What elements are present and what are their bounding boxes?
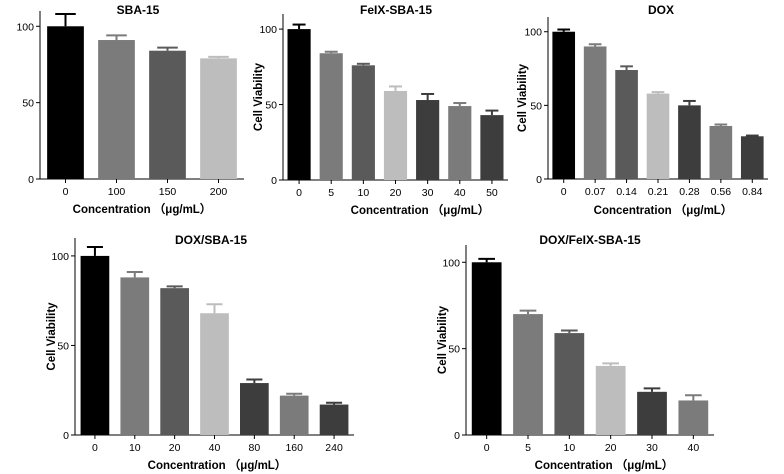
bar: [448, 106, 472, 180]
chart-title: DOX: [648, 3, 674, 17]
x-tick-label: 200: [210, 186, 228, 198]
bar: [149, 50, 186, 179]
chart-panel-5: DOX/FeIX-SBA-15 0 50 100 0 5 10 20 30 40 Concentra…: [437, 233, 714, 472]
x-tick-label: 0.14: [616, 186, 637, 198]
x-tick-label: 20: [390, 187, 402, 199]
y-tick-label: 0: [454, 430, 460, 442]
x-axis-label: Concentration （μg/mL）: [148, 458, 287, 472]
bar: [471, 262, 502, 435]
y-tick-label: 50: [265, 100, 277, 112]
bar: [678, 105, 701, 179]
x-tick-label: 0: [92, 442, 98, 454]
chart-title: SBA-15: [117, 3, 160, 17]
chart-title: DOX/SBA-15: [175, 233, 247, 247]
x-tick-label: 10: [129, 442, 141, 454]
bar: [480, 115, 504, 180]
bar: [279, 395, 309, 435]
chart-panel-2: FeIX-SBA-15 0 50 100 0 5 10 20 30 40 50 Concentrati…: [253, 3, 508, 217]
y-tick-label: 0: [271, 175, 277, 187]
x-tick-label: 5: [328, 187, 334, 199]
chart-title: FeIX-SBA-15: [360, 3, 432, 17]
bar: [351, 65, 375, 180]
bar: [200, 58, 237, 179]
bar: [513, 314, 543, 435]
x-tick-label: 30: [646, 442, 658, 454]
bar: [47, 26, 84, 179]
x-tick-label: 40: [687, 442, 699, 454]
x-tick-label: 40: [209, 442, 221, 454]
y-tick-label: 100: [51, 251, 69, 263]
y-axis-label: Cell Viability: [46, 302, 58, 371]
bar: [319, 53, 343, 181]
bar: [552, 31, 576, 180]
chart-panel-1: SBA-15 0 50 100 0 100 150 200 Concentration （μg/…: [16, 3, 244, 216]
bar: [615, 70, 638, 179]
bar: [416, 100, 440, 180]
x-axis-label: Concentration （μg/mL）: [73, 202, 212, 216]
x-axis-label: Concentration （μg/mL）: [351, 203, 490, 217]
bar: [80, 255, 110, 435]
bar: [200, 313, 229, 435]
y-tick-label: 100: [442, 257, 460, 269]
bar: [637, 391, 667, 435]
y-tick-label: 100: [259, 24, 277, 36]
bar: [678, 400, 709, 435]
x-tick-label: 40: [454, 187, 466, 199]
x-tick-label: 30: [422, 187, 434, 199]
x-tick-label: 160: [285, 442, 303, 454]
x-tick-label: 240: [325, 442, 343, 454]
bar: [554, 333, 585, 435]
bar: [740, 136, 764, 179]
x-tick-label: 0: [484, 442, 490, 454]
y-tick-label: 50: [22, 98, 34, 110]
bar: [287, 29, 311, 180]
y-tick-label: 50: [57, 340, 69, 352]
y-tick-label: 100: [524, 27, 542, 39]
x-tick-label: 150: [159, 186, 177, 198]
x-tick-label: 20: [169, 442, 181, 454]
x-tick-label: 0.84: [742, 186, 763, 198]
bar: [120, 277, 150, 435]
bar: [160, 288, 189, 435]
x-tick-label: 5: [525, 442, 531, 454]
x-tick-label: 0: [296, 187, 302, 199]
y-tick-label: 50: [448, 344, 460, 356]
chart-title: DOX/FeIX-SBA-15: [539, 233, 641, 247]
x-tick-label: 100: [108, 186, 126, 198]
bar: [383, 90, 408, 180]
x-tick-label: 0: [63, 186, 69, 198]
chart-panel-4: DOX/SBA-15 0 50 100 0 10 20 40 80 160 240 Concentra…: [46, 233, 354, 472]
bar: [583, 46, 607, 179]
x-tick-label: 20: [605, 442, 617, 454]
y-axis-label: Cell Viability: [437, 305, 449, 374]
x-tick-label: 0.28: [679, 186, 700, 198]
chart-panel-3: DOX 0 50 100 0 0.07 0.14 0.21 0.28 0.56 0.84 Concen…: [517, 3, 768, 217]
x-axis-label: Concentration （μg/mL）: [594, 203, 733, 217]
bar: [709, 125, 733, 179]
bar: [646, 93, 670, 179]
y-axis-label: Cell Viability: [253, 62, 265, 131]
bar: [240, 383, 269, 435]
y-tick-label: 100: [16, 21, 34, 33]
x-tick-label: 0.56: [711, 186, 732, 198]
bar: [98, 40, 135, 179]
y-tick-label: 0: [536, 174, 542, 186]
x-tick-label: 0.07: [585, 186, 606, 198]
x-tick-label: 80: [249, 442, 261, 454]
x-tick-label: 10: [358, 187, 370, 199]
y-tick-label: 0: [63, 430, 69, 442]
x-tick-label: 0.21: [648, 186, 669, 198]
y-tick-label: 0: [28, 174, 34, 186]
y-axis-label: Cell Viability: [517, 63, 529, 132]
x-axis-label: Concentration （μg/mL）: [535, 458, 674, 472]
x-tick-label: 0: [561, 186, 567, 198]
y-tick-label: 50: [530, 100, 542, 112]
bar: [595, 365, 626, 435]
x-tick-label: 10: [563, 442, 575, 454]
bar: [319, 404, 349, 435]
x-tick-label: 50: [486, 187, 498, 199]
